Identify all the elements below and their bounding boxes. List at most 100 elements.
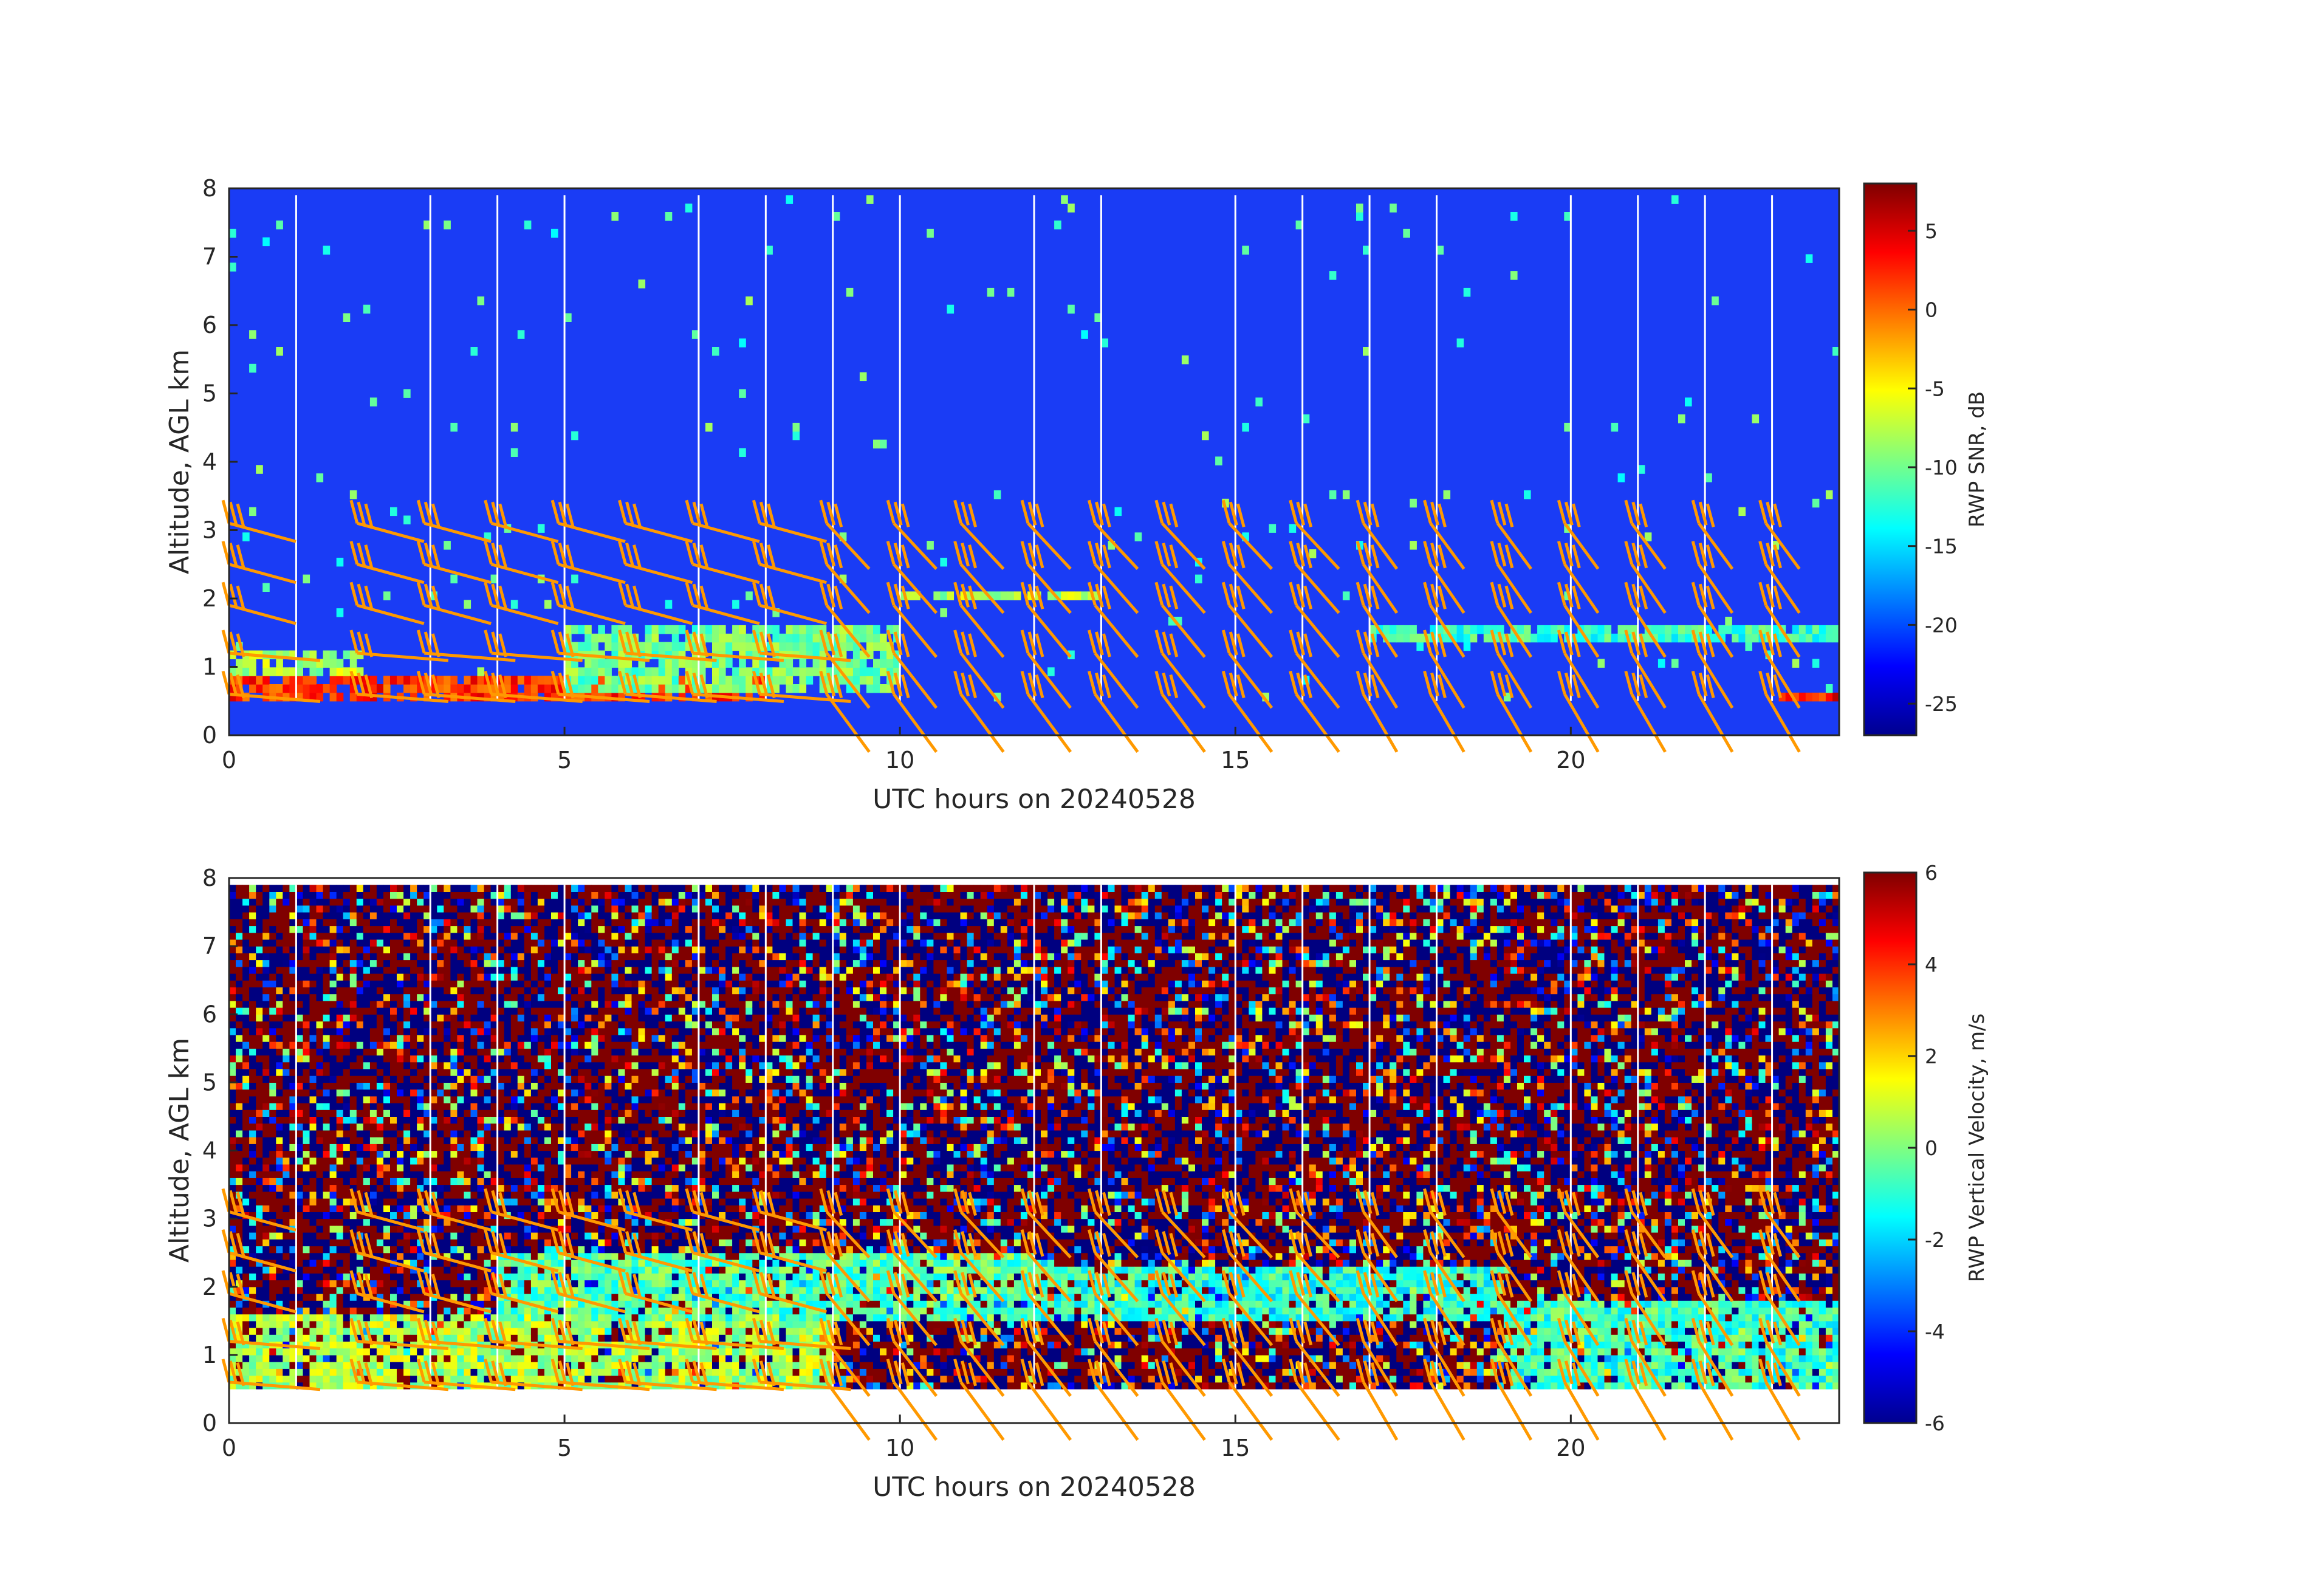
heatmap-cell bbox=[310, 1307, 317, 1314]
heatmap-cell bbox=[337, 1028, 344, 1035]
heatmap-cell bbox=[249, 1273, 256, 1280]
heatmap-cell bbox=[337, 1314, 344, 1322]
heatmap-cell bbox=[242, 919, 250, 926]
heatmap-cell bbox=[377, 1314, 384, 1322]
heatmap-cell bbox=[262, 659, 270, 668]
heatmap-cell bbox=[303, 1116, 310, 1123]
heatmap-cell bbox=[598, 667, 605, 676]
heatmap-cell bbox=[343, 973, 351, 981]
heatmap-cell bbox=[450, 1069, 458, 1076]
heatmap-cell bbox=[269, 1048, 276, 1055]
heatmap-cell bbox=[337, 885, 344, 892]
heatmap-cell bbox=[296, 1280, 303, 1288]
heatmap-cell bbox=[457, 1368, 464, 1376]
heatmap-cell bbox=[430, 1307, 437, 1314]
heatmap-cell bbox=[1826, 490, 1833, 499]
heatmap-cell bbox=[303, 1253, 310, 1260]
heatmap-cell bbox=[370, 1021, 377, 1029]
heatmap-cell bbox=[450, 933, 458, 940]
heatmap-cell bbox=[457, 1130, 464, 1137]
heatmap-cell bbox=[330, 1328, 337, 1335]
heatmap-cell bbox=[269, 684, 276, 693]
heatmap-cell bbox=[370, 1300, 377, 1308]
heatmap-cell bbox=[276, 1273, 283, 1280]
heatmap-cell bbox=[444, 1273, 451, 1280]
heatmap-cell bbox=[330, 1123, 337, 1131]
heatmap-cell bbox=[370, 1041, 377, 1049]
heatmap-cell bbox=[464, 1232, 471, 1240]
heatmap-cell bbox=[323, 994, 331, 1001]
heatmap-cell bbox=[276, 1178, 283, 1185]
heatmap-cell bbox=[303, 1314, 310, 1322]
heatmap-cell bbox=[544, 1178, 552, 1185]
heatmap-cell bbox=[397, 1048, 404, 1055]
heatmap-cell bbox=[370, 1055, 377, 1063]
heatmap-cell bbox=[544, 1028, 552, 1035]
heatmap-cell bbox=[330, 1300, 337, 1308]
heatmap-cell bbox=[330, 1287, 337, 1294]
heatmap-cell bbox=[437, 973, 444, 981]
heatmap-cell bbox=[242, 676, 250, 685]
heatmap-cell bbox=[504, 1226, 512, 1233]
heatmap-cell bbox=[256, 1144, 263, 1151]
heatmap-cell bbox=[498, 1075, 505, 1083]
heatmap-cell bbox=[873, 634, 880, 643]
heatmap-cell bbox=[343, 1376, 351, 1383]
heatmap-cell bbox=[330, 987, 337, 994]
heatmap-cell bbox=[256, 973, 263, 981]
heatmap-cell bbox=[350, 1096, 357, 1103]
heatmap-cell bbox=[484, 905, 492, 913]
heatmap-cell bbox=[524, 939, 532, 947]
heatmap-cell bbox=[229, 1028, 236, 1035]
heatmap-cell bbox=[1242, 246, 1249, 255]
heatmap-cell bbox=[310, 885, 317, 892]
heatmap-cell bbox=[236, 980, 243, 987]
heatmap-cell bbox=[437, 1007, 444, 1015]
heatmap-cell bbox=[236, 1041, 243, 1049]
heatmap-cell bbox=[390, 1103, 397, 1110]
heatmap-cell bbox=[551, 1158, 558, 1165]
heatmap-cell bbox=[337, 1001, 344, 1008]
heatmap-cell bbox=[283, 1253, 290, 1260]
heatmap-cell bbox=[471, 1253, 478, 1260]
heatmap-cell bbox=[249, 1028, 256, 1035]
heatmap-cell bbox=[464, 1348, 471, 1356]
heatmap-cell bbox=[350, 919, 357, 926]
heatmap-cell bbox=[262, 946, 270, 953]
heatmap-cell bbox=[478, 1328, 485, 1335]
heatmap-cell bbox=[444, 885, 451, 892]
heatmap-cell bbox=[242, 885, 250, 892]
heatmap-cell bbox=[584, 676, 592, 685]
y-tick-label: 1 bbox=[202, 654, 217, 681]
heatmap-cell bbox=[457, 933, 464, 940]
heatmap-cell bbox=[310, 667, 317, 676]
heatmap-cell bbox=[350, 1103, 357, 1110]
heatmap-cell bbox=[397, 994, 404, 1001]
heatmap-cell bbox=[269, 1082, 276, 1089]
heatmap-cell bbox=[249, 1021, 256, 1029]
heatmap-cell bbox=[229, 933, 236, 940]
heatmap-cell bbox=[417, 905, 424, 913]
heatmap-cell bbox=[330, 1376, 337, 1383]
heatmap-cell bbox=[236, 1307, 243, 1314]
heatmap-cell bbox=[1403, 634, 1410, 643]
heatmap-cell bbox=[564, 1035, 572, 1042]
heatmap-cell bbox=[504, 926, 512, 933]
heatmap-cell bbox=[390, 912, 397, 919]
heatmap-cell bbox=[317, 1021, 324, 1029]
heatmap-cell bbox=[725, 642, 733, 651]
heatmap-cell bbox=[450, 1151, 458, 1158]
heatmap-cell bbox=[262, 1144, 270, 1151]
heatmap-cell bbox=[457, 1321, 464, 1328]
heatmap-cell bbox=[390, 1116, 397, 1123]
heatmap-cell bbox=[383, 1144, 391, 1151]
heatmap-cell bbox=[276, 1253, 283, 1260]
heatmap-cell bbox=[410, 1130, 417, 1137]
heatmap-cell bbox=[464, 1007, 471, 1015]
heatmap-cell bbox=[524, 684, 532, 693]
heatmap-cell bbox=[578, 1164, 585, 1171]
heatmap-cell bbox=[866, 625, 874, 634]
heatmap-cell bbox=[310, 1144, 317, 1151]
heatmap-cell bbox=[551, 912, 558, 919]
heatmap-cell bbox=[478, 1355, 485, 1362]
